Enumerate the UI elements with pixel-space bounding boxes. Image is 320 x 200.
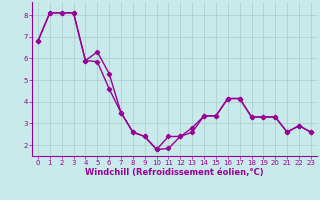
X-axis label: Windchill (Refroidissement éolien,°C): Windchill (Refroidissement éolien,°C) <box>85 168 264 177</box>
